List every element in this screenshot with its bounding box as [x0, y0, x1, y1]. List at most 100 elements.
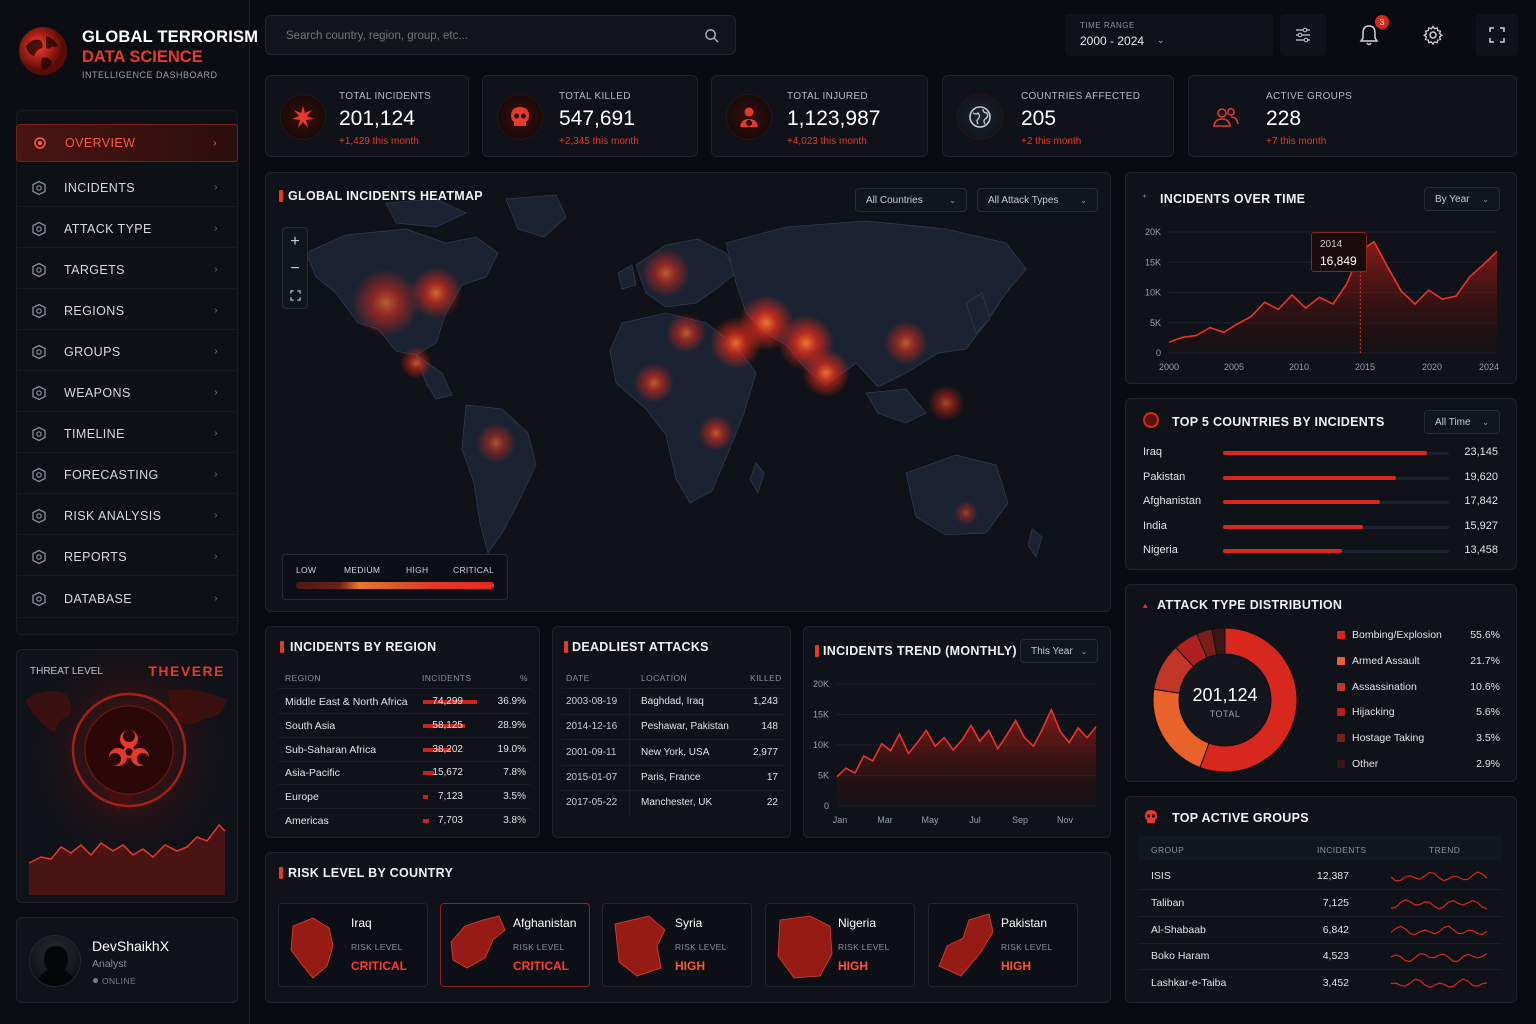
attack-type-icon — [30, 220, 48, 238]
stat-card-total-incidents[interactable]: TOTAL INCIDENTS 201,124 +1,429 this month — [265, 75, 469, 157]
x-tick-label: Mar — [877, 815, 893, 825]
risk-card-syria[interactable]: Syria RISK LEVEL HIGH — [602, 903, 752, 987]
threat-level-panel: THREAT LEVEL THEVERE — [16, 649, 238, 903]
x-tick-label: May — [921, 815, 939, 825]
series-line — [836, 707, 1097, 778]
target-icon — [1143, 412, 1159, 428]
country-filter-dropdown[interactable]: All Countries ⌄ — [855, 188, 967, 212]
series-area — [1169, 241, 1497, 353]
nav-item-incidents[interactable]: INCIDENTS › — [16, 169, 238, 207]
chevron-right-icon: › — [214, 182, 218, 193]
risk-card-nigeria[interactable]: Nigeria RISK LEVEL HIGH — [765, 903, 915, 987]
x-tick-label: 2015 — [1355, 362, 1375, 372]
time-range-selector[interactable]: TIME RANGE 2000 - 2024 ⌄ — [1065, 14, 1273, 56]
attack-killed: 1,243 — [752, 696, 778, 707]
deadliest-header-divider — [561, 688, 785, 689]
country-outline — [614, 915, 666, 977]
user-card[interactable]: DevShaikhX Analyst ONLINE — [16, 917, 238, 1003]
nav-item-database[interactable]: DATABASE › — [16, 580, 238, 618]
user-name: DevShaikhX — [92, 938, 170, 954]
nav-item-forecasting[interactable]: FORECASTING › — [16, 456, 238, 494]
nav-item-groups[interactable]: GROUPS › — [16, 333, 238, 371]
row-divider — [278, 808, 530, 810]
country-name: Afghanistan — [1143, 495, 1202, 507]
chevron-down-icon: ⌄ — [1482, 417, 1489, 427]
stat-label: TOTAL INJURED — [787, 91, 868, 102]
legend-swatch — [1337, 631, 1345, 639]
group-name: Taliban — [1151, 896, 1185, 909]
y-tick-label: 20K — [1145, 227, 1161, 237]
stat-value: 201,124 — [339, 107, 415, 130]
top-groups-title: TOP ACTIVE GROUPS — [1172, 811, 1309, 825]
group-incidents: 4,523 — [1322, 950, 1349, 963]
calendar-icon — [30, 425, 48, 443]
risk-card-afghanistan[interactable]: Afghanistan RISK LEVEL CRITICAL — [440, 903, 590, 987]
nav-item-attack-type[interactable]: ATTACK TYPE › — [16, 210, 238, 248]
country-shape-icon — [938, 913, 994, 977]
risk-level-value: CRITICAL — [513, 959, 569, 973]
nav-item-regions[interactable]: REGIONS › — [16, 292, 238, 330]
legend-label: LOW — [296, 565, 317, 575]
country-bar — [1223, 549, 1342, 553]
avatar — [29, 935, 81, 987]
y-tick-label: 15K — [813, 710, 829, 720]
monthly-trend-chart[interactable]: 0 5K 10K 15K 20K Jan Mar May Jul Sep Nov — [804, 627, 1112, 839]
zoom-controls: + − — [282, 227, 308, 309]
user-role: Analyst — [92, 958, 127, 970]
monthly-filter-dropdown[interactable]: This Year ⌄ — [1020, 639, 1098, 663]
stat-card-total-injured[interactable]: TOTAL INJURED 1,123,987 +4,023 this month — [711, 75, 928, 157]
risk-card-iraq[interactable]: Iraq RISK LEVEL CRITICAL — [278, 903, 428, 987]
world-heatmap[interactable] — [266, 173, 1111, 612]
over-time-filter-dropdown[interactable]: By Year ⌄ — [1424, 187, 1500, 211]
notifications-button[interactable]: 3 — [1342, 14, 1396, 56]
search-icon[interactable] — [704, 28, 719, 43]
risk-card-pakistan[interactable]: Pakistan RISK LEVEL HIGH — [928, 903, 1078, 987]
settings-button[interactable] — [1410, 14, 1456, 56]
stat-label: TOTAL KILLED — [559, 91, 631, 102]
group-name: Al-Shabaab — [1151, 923, 1206, 936]
status-dot — [93, 978, 98, 983]
nav-item-reports[interactable]: REPORTS › — [16, 538, 238, 576]
attack-type-donut-chart[interactable] — [1152, 627, 1298, 773]
x-tick-label: Jan — [833, 815, 848, 825]
incidents-over-time-chart[interactable]: 0 5K 10K 15K 20K 2000 2005 2010 2015 2020 2024 — [1126, 173, 1518, 385]
nav-item-targets[interactable]: TARGETS › — [16, 251, 238, 289]
filter-button[interactable] — [1280, 14, 1326, 56]
monthly-trend-title: INCIDENTS TREND (MONTHLY) — [823, 644, 1017, 658]
search-box[interactable] — [265, 15, 736, 55]
attack-date: 2014-12-16 — [566, 721, 618, 733]
row-divider — [1138, 915, 1502, 917]
zoom-in-button[interactable]: + — [290, 233, 300, 250]
nav-item-overview[interactable]: OVERVIEW › — [16, 124, 238, 162]
stat-card-active-groups[interactable]: ACTIVE GROUPS 228 +7 this month — [1188, 75, 1517, 157]
overview-icon — [31, 134, 49, 152]
fit-map-button[interactable] — [283, 282, 307, 309]
stat-card-total-killed[interactable]: TOTAL KILLED 547,691 +2,345 this month — [482, 75, 698, 157]
globe-logo-icon — [19, 27, 67, 75]
zoom-out-button[interactable]: − — [290, 260, 300, 277]
risk-country-name: Syria — [675, 916, 703, 930]
groups-col-group: GROUP — [1151, 845, 1185, 855]
nav-item-weapons[interactable]: WEAPONS › — [16, 374, 238, 412]
search-input[interactable] — [286, 26, 686, 46]
top-countries-filter-dropdown[interactable]: All Time ⌄ — [1424, 410, 1500, 434]
region-name: Middle East & North Africa — [285, 696, 408, 708]
attack-killed: 148 — [761, 721, 778, 733]
risk-country-name: Pakistan — [1001, 916, 1048, 930]
donut-hole — [1180, 655, 1270, 745]
stat-card-countries-affected[interactable]: COUNTRIES AFFECTED 205 +2 this month — [942, 75, 1174, 157]
fullscreen-button[interactable] — [1476, 14, 1518, 56]
row-divider — [1138, 889, 1502, 890]
heatmap-panel: GLOBAL INCIDENTS HEATMAP All Countries ⌄ … — [265, 172, 1111, 612]
legend-label: Other — [1352, 758, 1379, 770]
group-incidents: 12,387 — [1316, 870, 1349, 882]
y-tick-label: 0 — [824, 801, 829, 811]
region-title-marker — [280, 641, 284, 653]
monthly-filter-value: This Year — [1031, 645, 1073, 657]
nav-item-risk-analysis[interactable]: RISK ANALYSIS › — [16, 497, 238, 535]
attack-type-filter-dropdown[interactable]: All Attack Types ⌄ — [977, 188, 1098, 212]
nav-item-timeline[interactable]: TIMELINE › — [16, 415, 238, 453]
group-trend-sparkline — [1391, 925, 1488, 935]
attack-location: Paris, France — [641, 771, 701, 783]
time-range-value: 2000 - 2024 — [1080, 34, 1145, 48]
